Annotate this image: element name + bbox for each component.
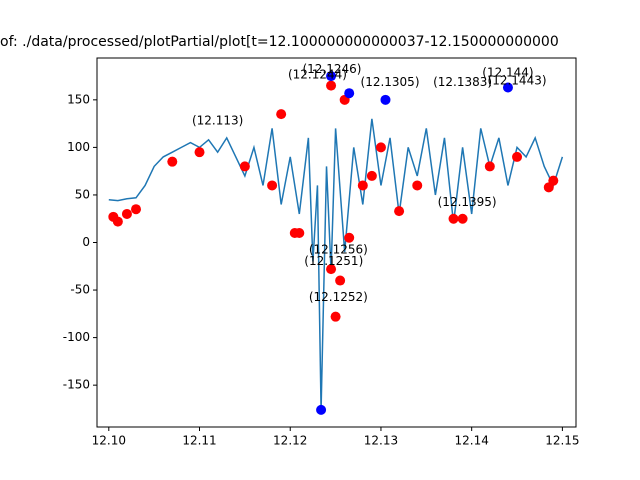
point xyxy=(121,208,132,219)
x-tick-label: 12.15 xyxy=(545,434,579,448)
point xyxy=(326,80,337,91)
y-tick-label: 150 xyxy=(67,92,90,106)
point xyxy=(412,180,423,191)
point xyxy=(267,180,278,191)
annotation: (12.1443) xyxy=(488,73,547,87)
point xyxy=(326,71,337,82)
annotation: (12.1244) xyxy=(288,68,347,82)
annotation: (12.1251) xyxy=(304,254,363,268)
point xyxy=(357,180,368,191)
point xyxy=(294,227,305,238)
point xyxy=(335,275,346,286)
point xyxy=(394,206,405,217)
point xyxy=(375,142,386,153)
y-tick-label: 50 xyxy=(75,187,90,201)
y-tick-label: -50 xyxy=(70,283,90,297)
y-tick-label: 100 xyxy=(67,140,90,154)
data-line xyxy=(108,118,564,410)
point xyxy=(316,404,327,415)
point xyxy=(239,161,250,172)
x-tick-label: 12.10 xyxy=(92,434,126,448)
point xyxy=(380,94,391,105)
y-tick-label: -100 xyxy=(63,330,90,344)
point xyxy=(344,88,355,99)
annotation: (12.1256) xyxy=(309,243,368,257)
point xyxy=(448,213,459,224)
point xyxy=(344,232,355,243)
point xyxy=(167,156,178,167)
y-tick-label: 0 xyxy=(82,235,90,249)
annotation: (12.1395) xyxy=(438,195,497,209)
annotation: (12.1383) xyxy=(433,75,492,89)
point xyxy=(366,170,377,181)
annotation: (12.113) xyxy=(192,113,243,127)
point xyxy=(194,147,205,158)
chart-title: of: ./data/processed/plotPartial/plot[t=… xyxy=(0,34,559,50)
point xyxy=(276,109,287,120)
point xyxy=(326,264,337,275)
point xyxy=(502,82,513,93)
annotation: (12.1246) xyxy=(302,62,361,76)
point xyxy=(330,311,341,322)
x-tick-label: 12.12 xyxy=(273,434,307,448)
point xyxy=(457,213,468,224)
point xyxy=(484,161,495,172)
x-tick-label: 12.14 xyxy=(454,434,488,448)
point xyxy=(112,216,123,227)
point xyxy=(512,151,523,162)
x-tick-label: 12.13 xyxy=(364,434,398,448)
annotation: (12.144) xyxy=(482,66,533,80)
annotation: (12.1305) xyxy=(361,75,420,89)
annotation: (12.1252) xyxy=(309,290,368,304)
y-tick-label: -150 xyxy=(63,378,90,392)
point xyxy=(131,204,142,215)
point xyxy=(548,175,559,186)
x-tick-label: 12.11 xyxy=(182,434,216,448)
